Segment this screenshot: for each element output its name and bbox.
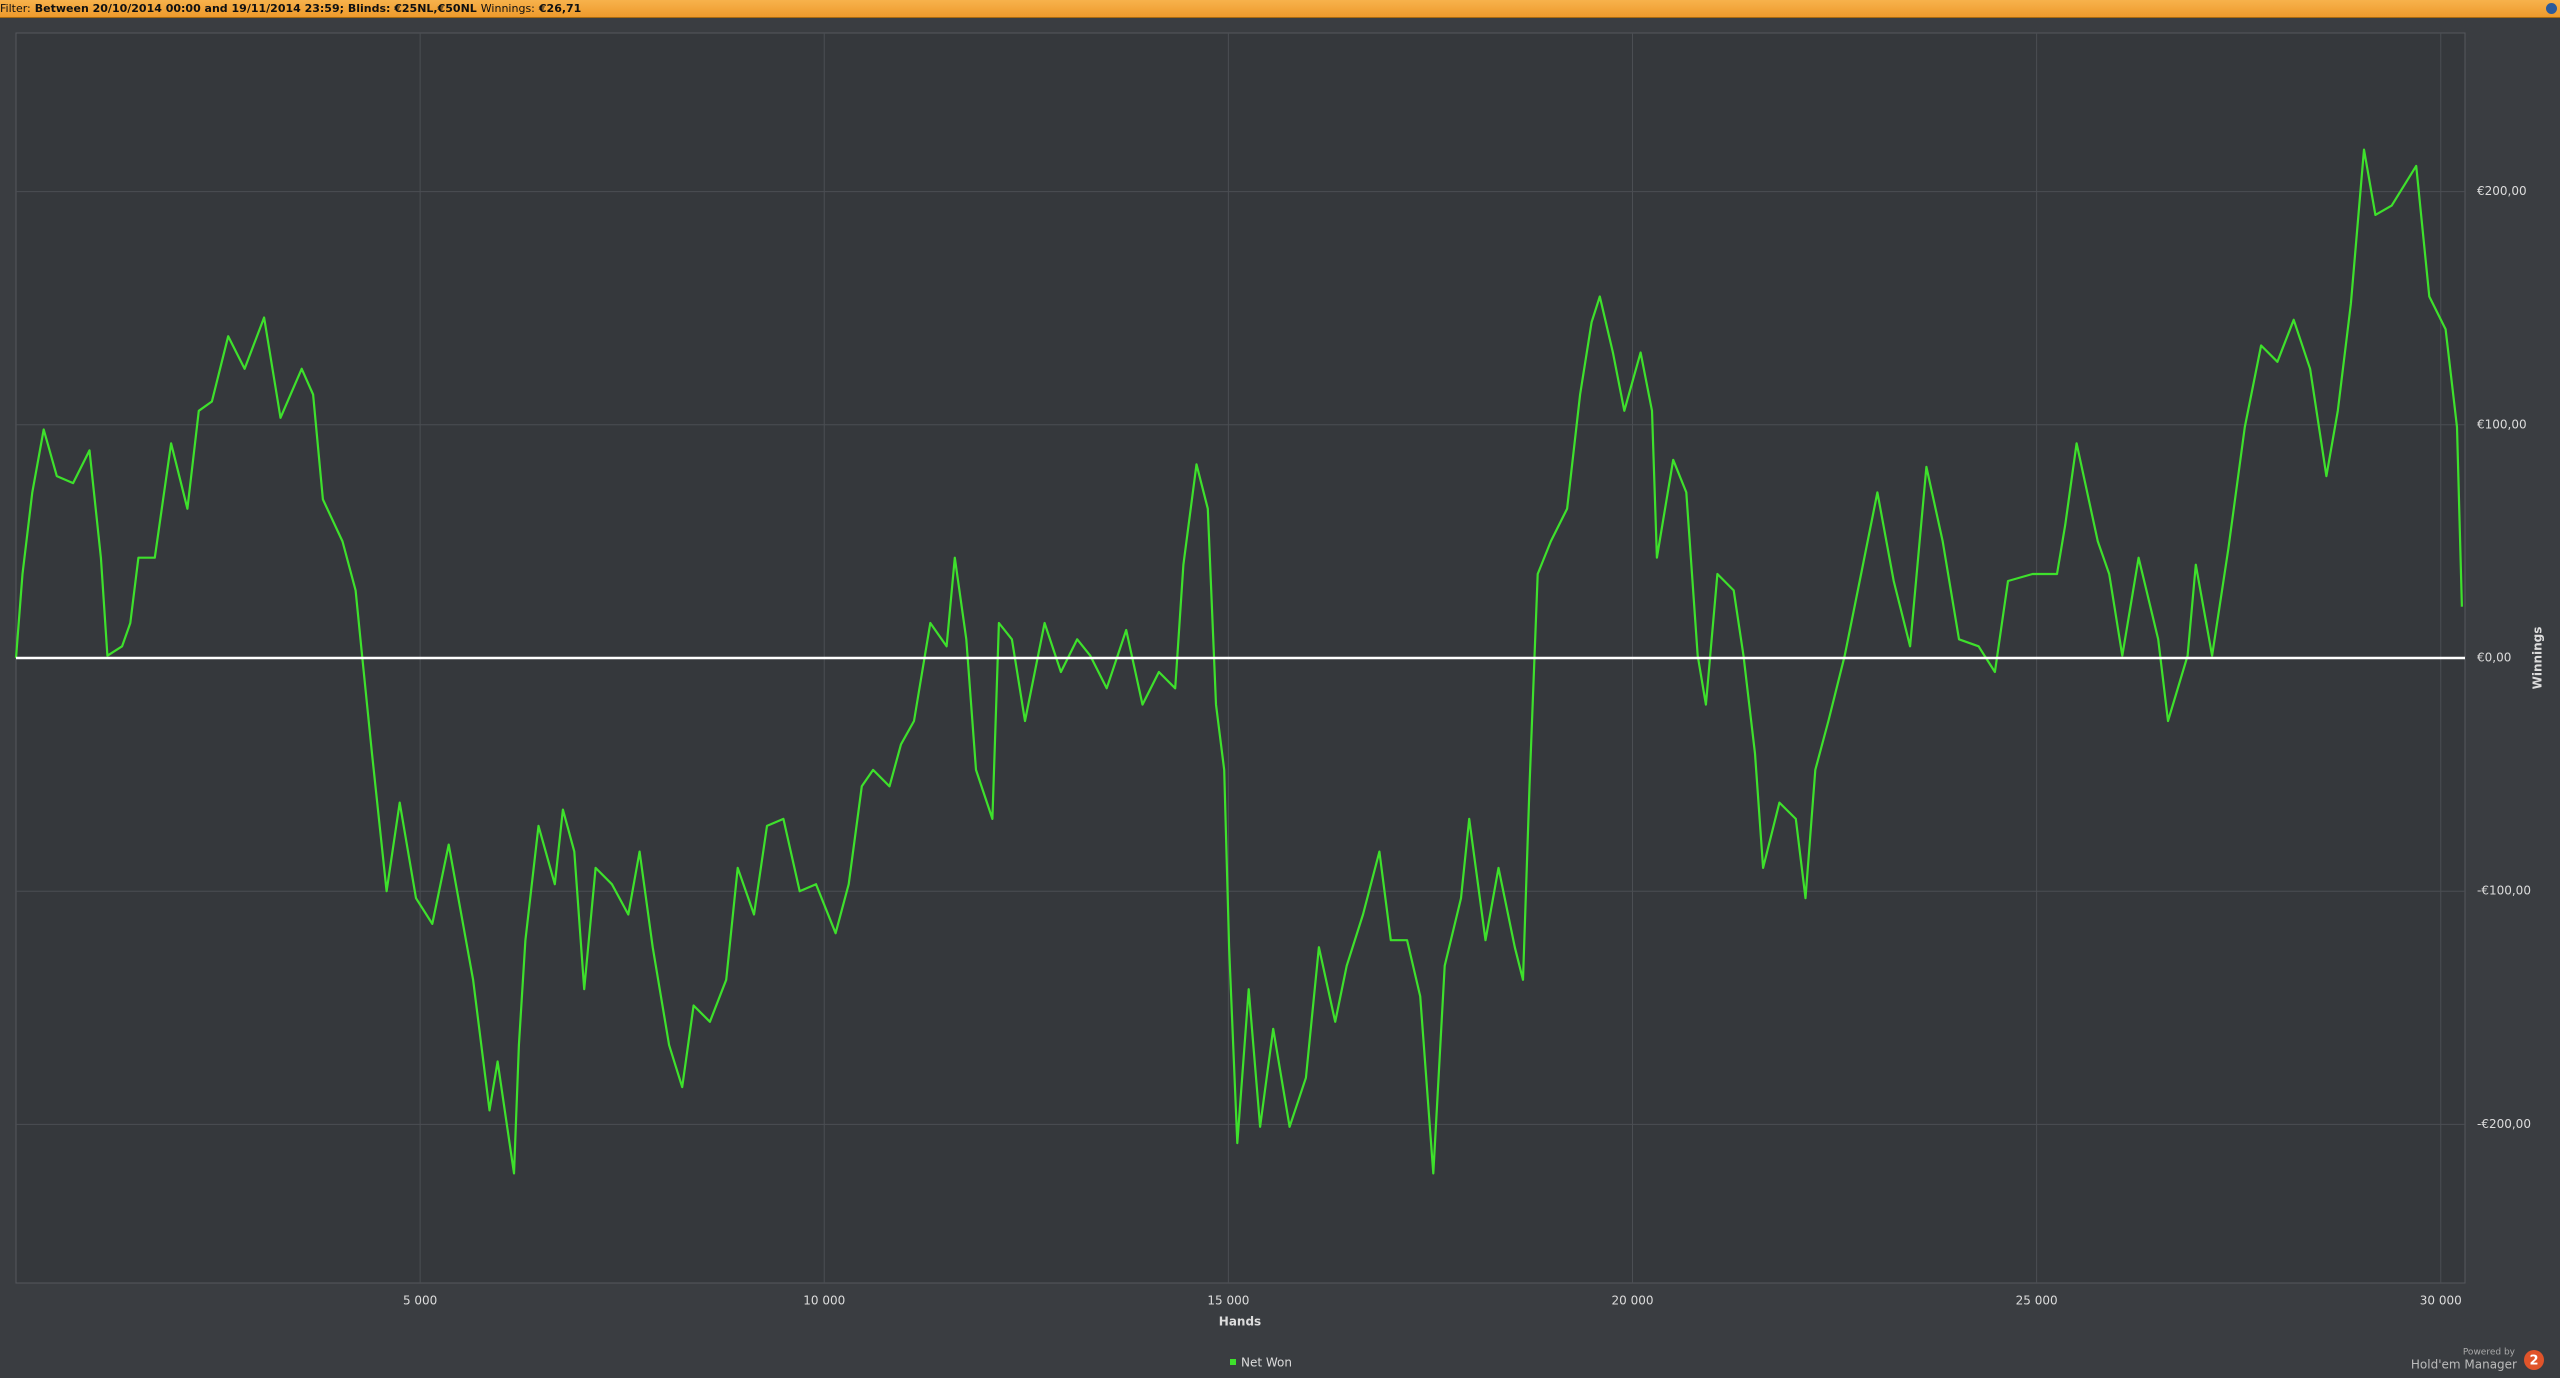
x-tick-label: 15 000: [1207, 1294, 1249, 1308]
winnings-value: €26,71: [538, 2, 582, 15]
x-tick-label: 25 000: [2016, 1294, 2058, 1308]
x-tick-label: 20 000: [1612, 1294, 1654, 1308]
legend-label[interactable]: Net Won: [1241, 1356, 1292, 1370]
y-tick-label: -€200,00: [2477, 1117, 2531, 1131]
filter-label: Filter:: [0, 2, 31, 15]
y-axis-label: Winnings: [2531, 627, 2545, 690]
chart: Hands Winnings Net Won Powered by Hold'e…: [14, 32, 2545, 1372]
series-line: [14, 148, 2463, 1175]
filter-bar: Filter: Between 20/10/2014 00:00 and 19/1…: [0, 0, 2560, 18]
powered-by: Powered by: [2463, 1348, 2516, 1358]
x-tick-label: 5 000: [403, 1294, 437, 1308]
x-tick-label: 30 000: [2420, 1294, 2462, 1308]
y-tick-label: €200,00: [2477, 184, 2527, 198]
brand: Hold'em Manager: [2411, 1358, 2517, 1372]
logo-text: 2: [2529, 1354, 2538, 1369]
x-axis-label: Hands: [1219, 1315, 1261, 1329]
x-tick-label: 10 000: [803, 1294, 845, 1308]
y-tick-label: €100,00: [2477, 417, 2527, 431]
filter-text: Between 20/10/2014 00:00 and 19/11/2014 …: [34, 2, 477, 15]
legend-swatch: [1230, 1359, 1236, 1365]
logo: [2524, 1350, 2544, 1370]
y-tick-label: €0,00: [2477, 651, 2511, 665]
help-icon[interactable]: [2546, 3, 2557, 14]
y-tick-label: -€100,00: [2477, 884, 2531, 898]
winnings-label: Winnings:: [480, 2, 535, 15]
